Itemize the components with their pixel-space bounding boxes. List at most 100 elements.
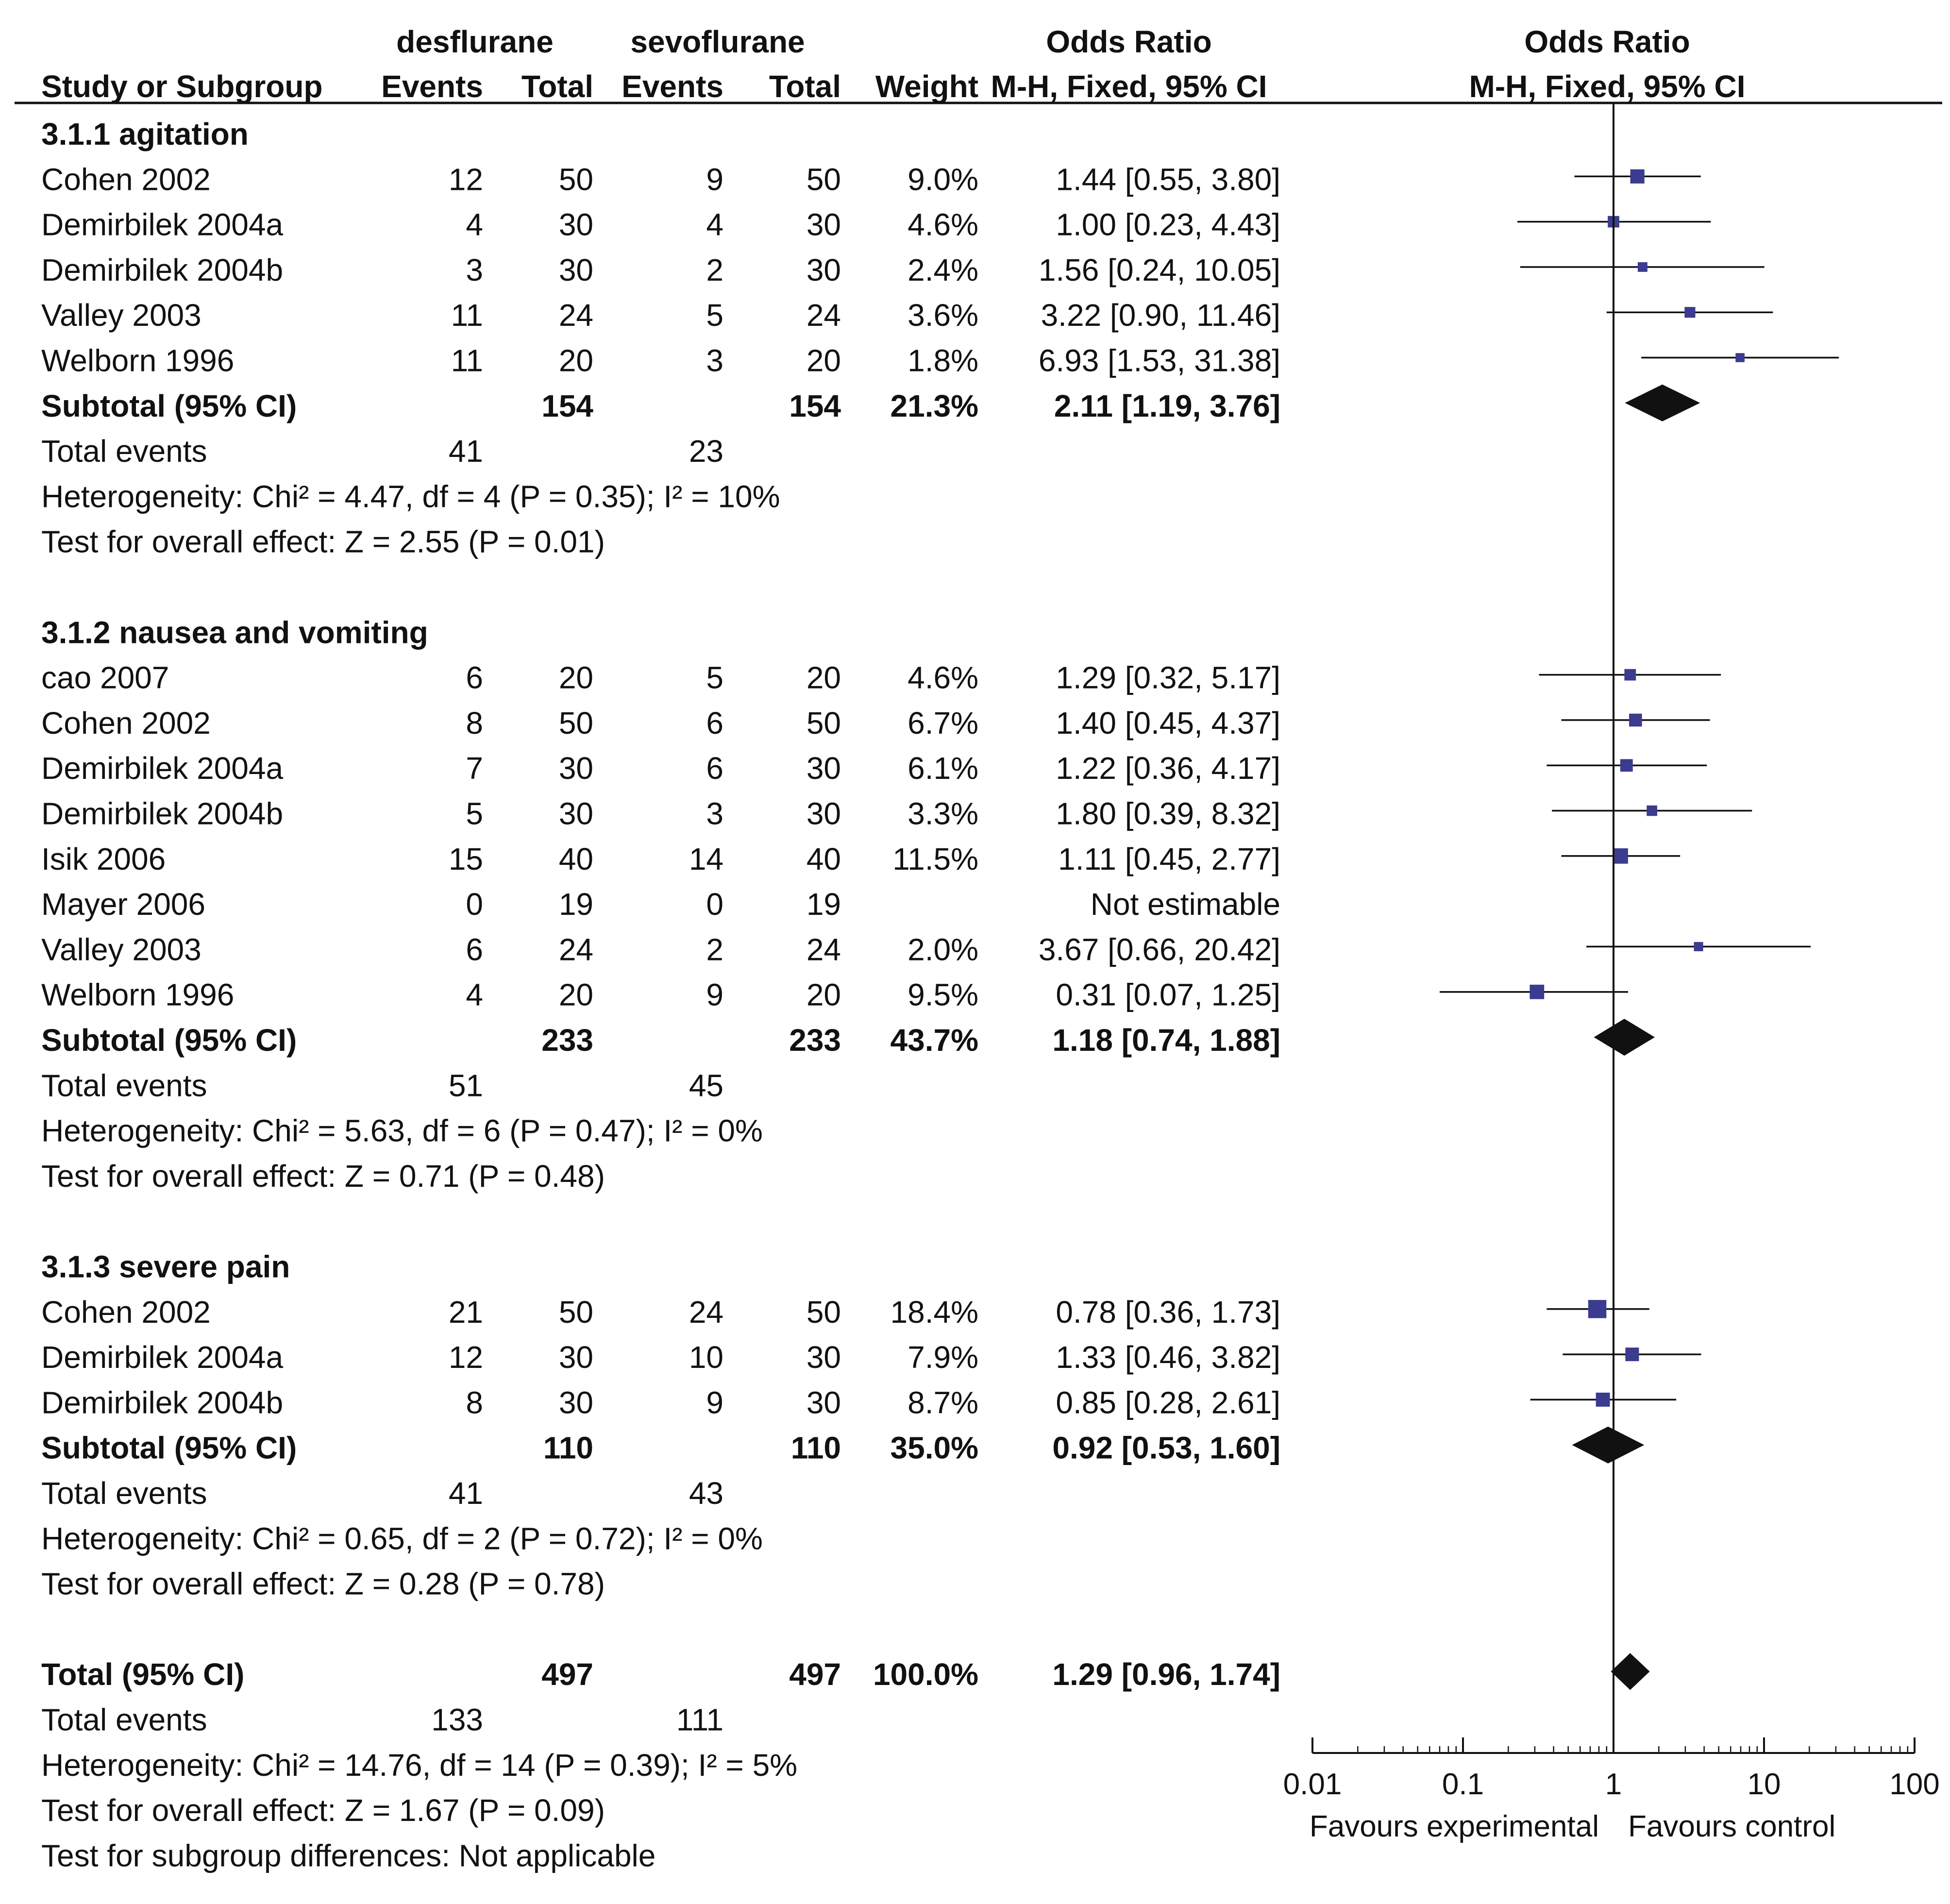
effect-square: [1629, 713, 1642, 727]
study-marker: [1520, 262, 1765, 272]
total2-value: 30: [807, 1385, 841, 1420]
or-column-title: Odds Ratio: [1046, 24, 1211, 59]
study-marker: [1561, 713, 1710, 727]
effect-square: [1624, 669, 1636, 681]
total-events-label: Total events: [41, 1476, 207, 1511]
subtotal-label: Subtotal (95% CI): [41, 388, 297, 423]
ci-text: 1.11 [0.45, 2.77]: [1058, 842, 1280, 876]
study-name: Valley 2003: [41, 932, 202, 967]
effect-square: [1625, 1348, 1639, 1362]
subtotal-ci-text: 1.18 [0.74, 1.88]: [1052, 1023, 1280, 1058]
events2-value: 5: [706, 298, 723, 333]
heterogeneity-text: Heterogeneity: Chi² = 0.65, df = 2 (P = …: [41, 1521, 763, 1556]
plot-method-header: M-H, Fixed, 95% CI: [1469, 69, 1746, 104]
x-tick-label: 0.01: [1283, 1768, 1342, 1801]
events1-value: 11: [451, 298, 483, 333]
weight-value: 4.6%: [908, 207, 978, 242]
events2-value: 9: [706, 162, 723, 197]
study-marker: [1586, 942, 1811, 951]
group1-header: desflurane: [396, 24, 554, 59]
total-diamond: [1611, 1653, 1650, 1690]
favours-control-label: Favours control: [1628, 1810, 1835, 1843]
subgroup-title: 3.1.2 nausea and vomiting: [41, 615, 428, 650]
study-name: Demirbilek 2004b: [41, 253, 283, 287]
total1-value: 30: [559, 796, 593, 831]
study-marker: [1439, 984, 1629, 999]
events2-value: 6: [706, 751, 723, 786]
study-marker: [1552, 805, 1752, 816]
weight-value: 2.4%: [908, 253, 978, 287]
total2-value: 30: [807, 796, 841, 831]
total2-value: 20: [807, 343, 841, 378]
subtotal-total1: 233: [541, 1023, 593, 1058]
total1-value: 30: [559, 207, 593, 242]
grand-total-events2: 111: [676, 1702, 723, 1737]
total-events1: 41: [449, 434, 483, 469]
study-name: Demirbilek 2004a: [41, 751, 283, 786]
study-marker: [1574, 169, 1701, 184]
overall-effect-text: Test for overall effect: Z = 0.71 (P = 0…: [41, 1159, 605, 1194]
subtotal-weight: 43.7%: [891, 1023, 978, 1058]
total1-value: 40: [559, 842, 593, 876]
subgroup-differences-text: Test for subgroup differences: Not appli…: [41, 1838, 656, 1873]
total1-value: 30: [559, 1385, 593, 1420]
ci-text: 6.93 [1.53, 31.38]: [1039, 343, 1280, 378]
study-marker: [1606, 307, 1773, 318]
effect-square: [1630, 169, 1645, 184]
effect-square: [1684, 307, 1696, 318]
total1-value: 30: [559, 1340, 593, 1375]
study-name: Valley 2003: [41, 298, 202, 333]
study-column-header: Study or Subgroup: [41, 69, 323, 104]
total-events-label: Total events: [41, 434, 207, 469]
events1-value: 12: [449, 1340, 483, 1375]
subtotal-total1: 110: [543, 1431, 593, 1466]
or-method-header: M-H, Fixed, 95% CI: [991, 69, 1267, 104]
total-total1: 497: [541, 1657, 593, 1692]
subtotal-total1: 154: [541, 388, 593, 423]
subgroup-title: 3.1.1 agitation: [41, 117, 249, 152]
events1-value: 3: [466, 253, 483, 287]
weight-value: 1.8%: [908, 343, 978, 378]
study-name: Cohen 2002: [41, 1295, 211, 1330]
heterogeneity-text: Heterogeneity: Chi² = 5.63, df = 6 (P = …: [41, 1113, 763, 1148]
total-events-label: Total events: [41, 1068, 207, 1103]
ci-text: 1.00 [0.23, 4.43]: [1056, 207, 1280, 242]
total1-value: 30: [559, 751, 593, 786]
subtotal-diamond: [1572, 1426, 1645, 1464]
study-marker: [1563, 1348, 1701, 1362]
events2-value: 14: [689, 842, 723, 876]
group2-header: sevoflurane: [630, 24, 805, 59]
total1-value: 50: [559, 706, 593, 741]
study-marker: [1561, 848, 1681, 864]
study-marker: [1547, 759, 1707, 772]
overall-effect-text: Test for overall effect: Z = 0.28 (P = 0…: [41, 1567, 605, 1601]
total2-value: 20: [807, 660, 841, 695]
total-weight: 100.0%: [873, 1657, 978, 1692]
study-marker: [1641, 353, 1839, 362]
study-name: Isik 2006: [41, 842, 166, 876]
total1-value: 24: [559, 932, 593, 967]
subtotal-label: Subtotal (95% CI): [41, 1431, 297, 1466]
events1-header: Events: [381, 69, 483, 104]
study-marker: [1530, 1392, 1677, 1407]
subtotal-weight: 35.0%: [891, 1431, 978, 1466]
events1-value: 8: [466, 1385, 483, 1420]
grand-total-events-label: Total events: [41, 1702, 207, 1737]
ci-text: 0.85 [0.28, 2.61]: [1056, 1385, 1280, 1420]
ci-text: 1.56 [0.24, 10.05]: [1039, 253, 1280, 287]
effect-square: [1613, 848, 1628, 864]
total1-value: 20: [559, 343, 593, 378]
total2-value: 24: [807, 932, 841, 967]
events2-value: 9: [706, 1385, 723, 1420]
plot-title: Odds Ratio: [1524, 24, 1690, 59]
events2-value: 24: [689, 1295, 723, 1330]
study-name: Demirbilek 2004a: [41, 207, 283, 242]
total-events2: 43: [689, 1476, 723, 1511]
weight-value: 4.6%: [908, 660, 978, 695]
events2-header: Events: [622, 69, 723, 104]
x-tick-label: 1: [1605, 1768, 1622, 1801]
grand-total-events1: 133: [431, 1702, 483, 1737]
subtotal-total2: 154: [789, 388, 841, 423]
events2-value: 5: [706, 660, 723, 695]
